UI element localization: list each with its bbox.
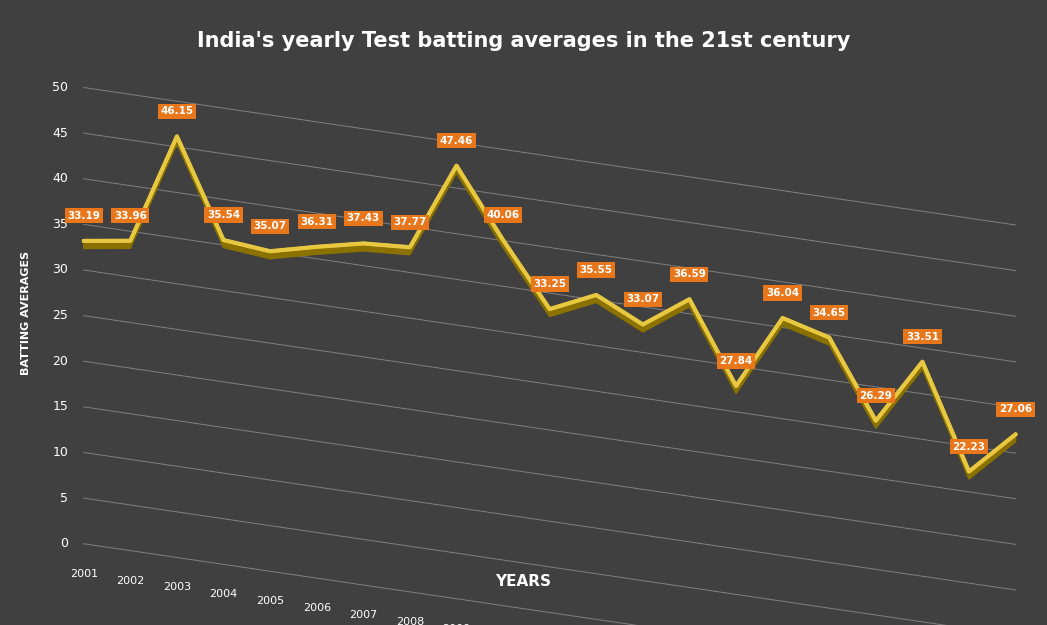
Text: 2001: 2001 <box>70 569 97 579</box>
Polygon shape <box>456 166 503 248</box>
Text: 40: 40 <box>52 173 68 185</box>
Text: 2005: 2005 <box>257 596 284 606</box>
Polygon shape <box>84 241 130 248</box>
Text: 20: 20 <box>52 355 68 367</box>
Text: 30: 30 <box>52 264 68 276</box>
Text: 2002: 2002 <box>116 576 144 586</box>
Text: 2003: 2003 <box>163 582 191 592</box>
Text: 35: 35 <box>52 218 68 231</box>
Text: 0: 0 <box>60 538 68 550</box>
Text: 33.25: 33.25 <box>533 279 566 289</box>
Text: 33.07: 33.07 <box>626 294 660 304</box>
Polygon shape <box>410 166 456 255</box>
Polygon shape <box>968 434 1016 479</box>
Text: YEARS: YEARS <box>495 574 552 589</box>
Text: 10: 10 <box>52 446 68 459</box>
Polygon shape <box>177 136 224 248</box>
Polygon shape <box>689 299 736 394</box>
Polygon shape <box>736 318 782 394</box>
Text: BATTING AVERAGES: BATTING AVERAGES <box>21 251 31 374</box>
Polygon shape <box>550 295 596 317</box>
Text: 2008: 2008 <box>396 617 424 625</box>
Polygon shape <box>503 240 550 317</box>
Text: 35.54: 35.54 <box>207 210 240 220</box>
Text: 36.04: 36.04 <box>766 288 799 298</box>
Polygon shape <box>270 247 316 259</box>
Text: 35.55: 35.55 <box>580 265 612 275</box>
Text: 25: 25 <box>52 309 68 322</box>
Text: 33.96: 33.96 <box>114 211 147 221</box>
Text: 46.15: 46.15 <box>160 106 194 116</box>
Text: India's yearly Test batting averages in the 21st century: India's yearly Test batting averages in … <box>197 31 850 51</box>
Text: 37.43: 37.43 <box>347 214 380 224</box>
Text: 36.31: 36.31 <box>300 217 333 227</box>
Polygon shape <box>224 240 270 259</box>
Text: 26.29: 26.29 <box>860 391 892 401</box>
Text: 15: 15 <box>52 401 68 413</box>
Text: 47.46: 47.46 <box>440 136 473 146</box>
Text: 36.59: 36.59 <box>673 269 706 279</box>
Text: 40.06: 40.06 <box>487 210 519 220</box>
Text: 22.23: 22.23 <box>953 441 985 451</box>
Text: 50: 50 <box>52 81 68 94</box>
Polygon shape <box>829 338 875 428</box>
Text: 2006: 2006 <box>303 603 331 613</box>
Polygon shape <box>875 362 922 428</box>
Text: 34.65: 34.65 <box>812 308 846 318</box>
Polygon shape <box>643 299 689 332</box>
Polygon shape <box>596 295 643 332</box>
Text: 27.84: 27.84 <box>719 356 753 366</box>
Text: 33.19: 33.19 <box>67 211 101 221</box>
Polygon shape <box>316 244 363 254</box>
Polygon shape <box>782 318 829 345</box>
Text: 37.77: 37.77 <box>394 217 426 227</box>
Text: 45: 45 <box>52 127 68 139</box>
Polygon shape <box>363 244 410 255</box>
Text: 35.07: 35.07 <box>253 221 287 231</box>
Polygon shape <box>922 362 968 479</box>
Text: 5: 5 <box>60 492 68 504</box>
Text: 27.06: 27.06 <box>999 404 1032 414</box>
Text: 2009: 2009 <box>443 624 470 625</box>
Text: 2007: 2007 <box>350 610 377 620</box>
Text: 2004: 2004 <box>209 589 238 599</box>
Text: 33.51: 33.51 <box>906 332 939 342</box>
Polygon shape <box>130 136 177 248</box>
